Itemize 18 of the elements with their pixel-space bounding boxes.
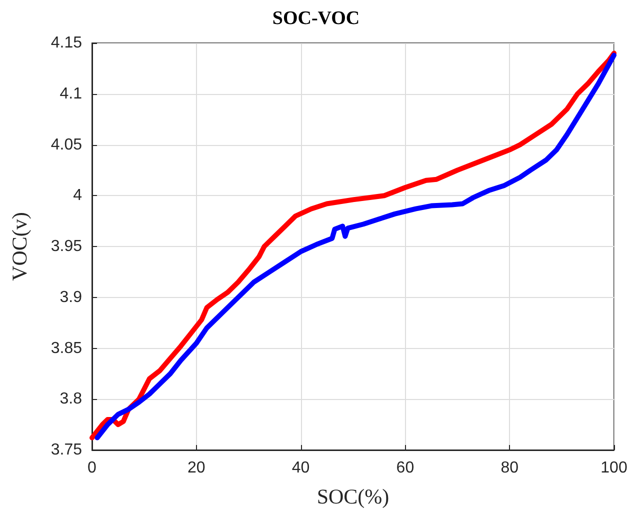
chart-title: SOC-VOC [272, 8, 360, 29]
y-tick-label: 3.9 [60, 288, 82, 306]
y-tick-label: 4.1 [60, 85, 82, 102]
x-tick-label: 0 [88, 460, 97, 476]
y-tick-label: 3.85 [50, 340, 82, 357]
y-tick-label: 4.05 [50, 136, 82, 154]
y-tick-label: 3.75 [50, 442, 82, 458]
x-tick-label: 40 [292, 460, 310, 476]
y-tick-label: 4 [73, 187, 82, 204]
x-tick-label: 20 [188, 460, 206, 476]
x-tick-label: 60 [396, 460, 414, 476]
x-tick-label: 100 [600, 460, 628, 476]
y-tick-label: 4.15 [50, 34, 82, 52]
x-axis-title: SOC(%) [316, 484, 390, 508]
y-tick-label: 3.8 [60, 390, 82, 408]
y-axis-title: VOC(v) [8, 212, 32, 281]
x-tick-label: 80 [500, 460, 519, 476]
y-tick-label: 3.95 [50, 238, 82, 255]
